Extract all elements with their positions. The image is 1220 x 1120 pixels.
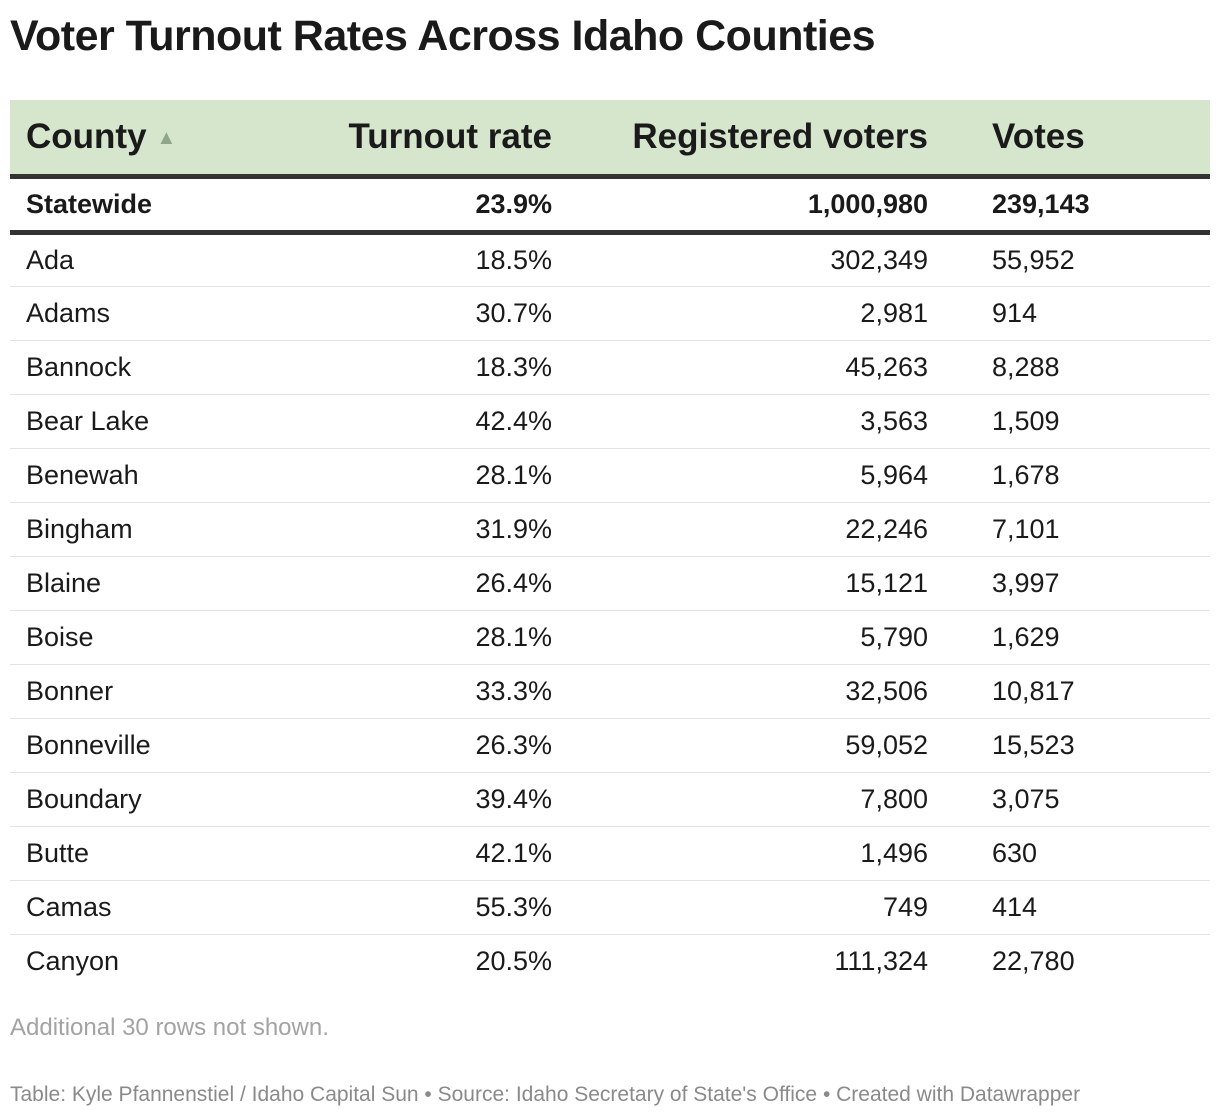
cell-county: Ada <box>10 232 230 287</box>
cell-county: Bannock <box>10 340 230 395</box>
cell-votes: 1,678 <box>928 448 1210 503</box>
cell-registered-voters: 22,246 <box>552 502 928 557</box>
cell-registered-voters: 749 <box>552 880 928 935</box>
cell-county: Bingham <box>10 502 230 557</box>
cell-votes: 414 <box>928 880 1210 935</box>
cell-registered-voters: 1,000,980 <box>552 176 928 235</box>
cell-registered-voters: 5,964 <box>552 448 928 503</box>
cell-registered-voters: 59,052 <box>552 718 928 773</box>
cell-votes: 7,101 <box>928 502 1210 557</box>
cell-registered-voters: 111,324 <box>834 945 928 976</box>
table-row: Bonneville 26.3% 59,052 15,523 <box>10 718 1210 773</box>
cell-registered-voters: 3,563 <box>552 394 928 449</box>
cell-votes: 22,780 <box>992 945 1075 976</box>
cell-county: Camas <box>10 880 230 935</box>
turnout-table: County ▲ Turnout rate Registered voters V… <box>10 100 1210 988</box>
cell-registered-voters: 5,790 <box>552 610 928 665</box>
table-row: Camas 55.3% 749 414 <box>10 880 1210 935</box>
sort-ascending-icon[interactable]: ▲ <box>156 126 177 149</box>
cell-votes: 10,817 <box>928 664 1210 719</box>
cell-county: Bonner <box>10 664 230 719</box>
cell-turnout-rate: 26.3% <box>230 718 552 773</box>
cell-votes: 630 <box>928 826 1210 881</box>
cell-turnout-rate: 20.5% <box>475 945 552 976</box>
cell-registered-voters: 32,506 <box>552 664 928 719</box>
cell-county: Statewide <box>10 176 230 235</box>
table-row: Bonner 33.3% 32,506 10,817 <box>10 664 1210 719</box>
cell-county: Canyon <box>26 945 120 976</box>
cell-county: Bonneville <box>10 718 230 773</box>
cell-registered-voters: 45,263 <box>552 340 928 395</box>
cell-county: Benewah <box>10 448 230 503</box>
cell-turnout-rate: 42.1% <box>230 826 552 881</box>
table-row: Adams 30.7% 2,981 914 <box>10 286 1210 341</box>
cell-turnout-rate: 18.5% <box>230 232 552 287</box>
table-row: Blaine 26.4% 15,121 3,997 <box>10 556 1210 611</box>
cell-turnout-rate: 23.9% <box>230 176 552 235</box>
column-header-registered-voters[interactable]: Registered voters <box>552 100 928 179</box>
column-header-turnout-rate[interactable]: Turnout rate <box>230 100 552 179</box>
cell-votes: 8,288 <box>928 340 1210 395</box>
cell-votes: 15,523 <box>928 718 1210 773</box>
cell-county: Bear Lake <box>10 394 230 449</box>
cell-turnout-rate: 28.1% <box>230 610 552 665</box>
table-row: Ada 18.5% 302,349 55,952 <box>10 232 1210 287</box>
cell-registered-voters: 15,121 <box>552 556 928 611</box>
cell-turnout-rate: 39.4% <box>230 772 552 827</box>
column-header-votes[interactable]: Votes <box>928 100 1210 179</box>
cell-votes: 3,997 <box>928 556 1210 611</box>
cell-votes: 914 <box>928 286 1210 341</box>
cell-votes: 239,143 <box>928 176 1210 235</box>
page-title: Voter Turnout Rates Across Idaho Countie… <box>10 12 876 60</box>
cell-registered-voters: 302,349 <box>552 232 928 287</box>
cell-turnout-rate: 30.7% <box>230 286 552 341</box>
statewide-row: Statewide 23.9% 1,000,980 239,143 <box>10 176 1210 235</box>
cell-turnout-rate: 28.1% <box>230 448 552 503</box>
cell-registered-voters: 1,496 <box>552 826 928 881</box>
cell-turnout-rate: 42.4% <box>230 394 552 449</box>
cell-county: Boise <box>10 610 230 665</box>
table-header-row: County ▲ Turnout rate Registered voters V… <box>10 100 1210 179</box>
cell-votes: 1,509 <box>928 394 1210 449</box>
table-row: Butte 42.1% 1,496 630 <box>10 826 1210 881</box>
cell-county: Adams <box>10 286 230 341</box>
cell-turnout-rate: 55.3% <box>230 880 552 935</box>
cell-turnout-rate: 26.4% <box>230 556 552 611</box>
cell-county: Boundary <box>10 772 230 827</box>
column-header-county[interactable]: County ▲ <box>10 100 230 179</box>
cell-registered-voters: 2,981 <box>552 286 928 341</box>
cell-turnout-rate: 33.3% <box>230 664 552 719</box>
rows-not-shown-note: Additional 30 rows not shown. <box>10 1014 329 1041</box>
table-row: Benewah 28.1% 5,964 1,678 <box>10 448 1210 503</box>
table-row: Bear Lake 42.4% 3,563 1,509 <box>10 394 1210 449</box>
cell-county: Butte <box>10 826 230 881</box>
table-row: Boundary 39.4% 7,800 3,075 <box>10 772 1210 827</box>
cell-turnout-rate: 18.3% <box>230 340 552 395</box>
table-row: Bingham 31.9% 22,246 7,101 <box>10 502 1210 557</box>
cell-turnout-rate: 31.9% <box>230 502 552 557</box>
table-row: Bannock 18.3% 45,263 8,288 <box>10 340 1210 395</box>
cell-votes: 1,629 <box>928 610 1210 665</box>
cell-votes: 55,952 <box>928 232 1210 287</box>
cell-county: Blaine <box>10 556 230 611</box>
cell-votes: 3,075 <box>928 772 1210 827</box>
table-body: Statewide 23.9% 1,000,980 239,143 Ada 18.… <box>10 176 1210 988</box>
table-row: Canyon 20.5% 111,324 22,780 <box>10 934 1210 988</box>
source-credit-footer: Table: Kyle Pfannenstiel / Idaho Capital… <box>10 1083 1081 1106</box>
table-row: Boise 28.1% 5,790 1,629 <box>10 610 1210 665</box>
cell-registered-voters: 7,800 <box>552 772 928 827</box>
column-header-county-label: County <box>26 116 147 156</box>
